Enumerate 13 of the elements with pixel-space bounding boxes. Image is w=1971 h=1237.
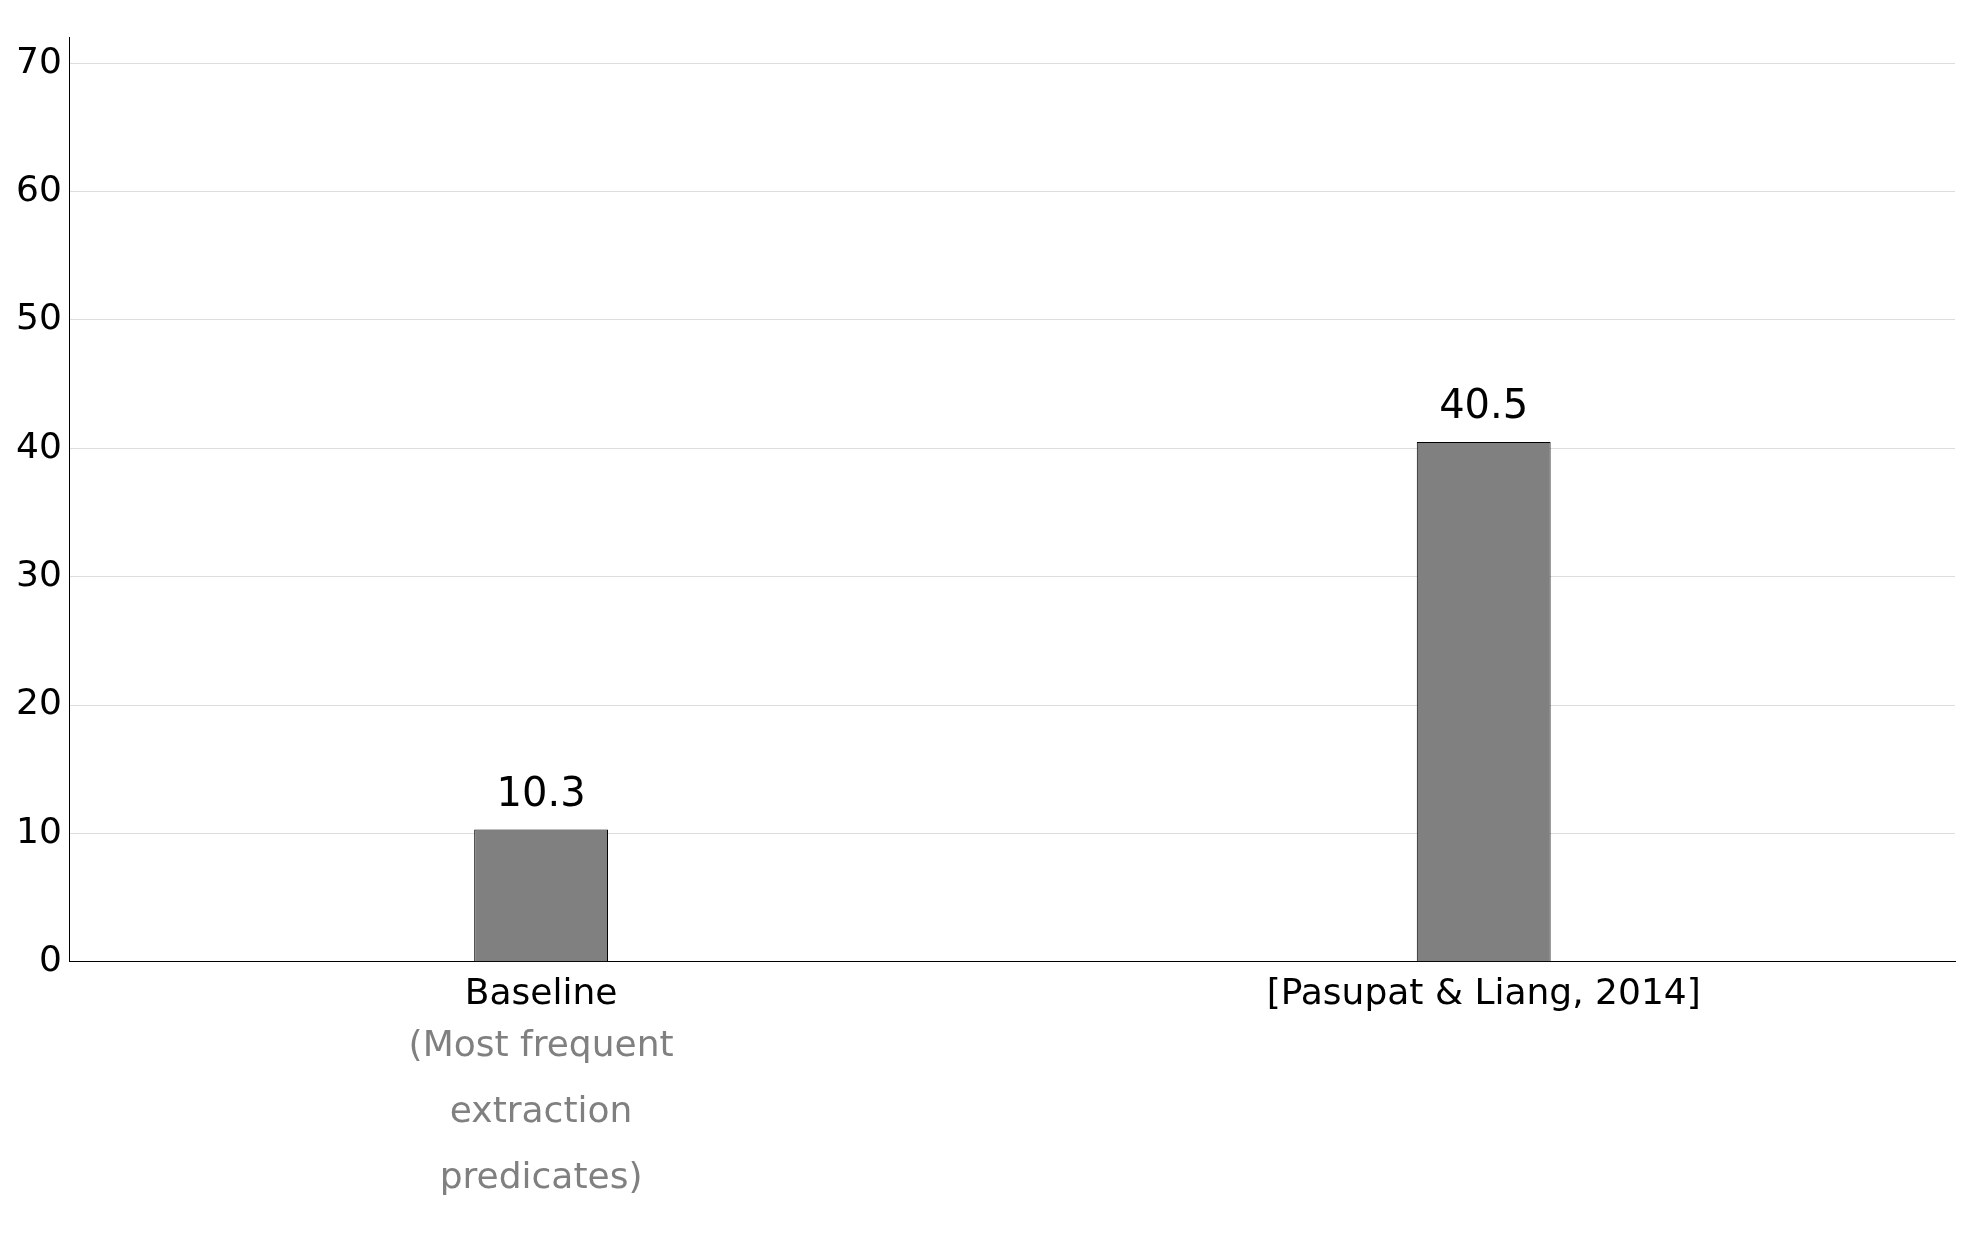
- y-tick-label: 40: [16, 424, 62, 466]
- y-tick-label: 60: [16, 167, 62, 209]
- y-tick-label: 70: [16, 39, 62, 81]
- data-label: 40.5: [1439, 381, 1529, 428]
- text: (Most frequent extraction predicates): [408, 1023, 674, 1197]
- y-tick-label: 10: [16, 809, 62, 851]
- data-label: 10.3: [496, 768, 586, 815]
- x-tick-label: Baseline: [464, 970, 618, 1012]
- y-tick-label: 50: [16, 296, 62, 338]
- y-tick-label: 0: [38, 938, 62, 980]
- y-tick-label: 30: [16, 553, 62, 595]
- x-tick-label: [Pasupat & Liang, 2014]: [1266, 970, 1701, 1012]
- y-tick-label: 20: [16, 681, 62, 723]
